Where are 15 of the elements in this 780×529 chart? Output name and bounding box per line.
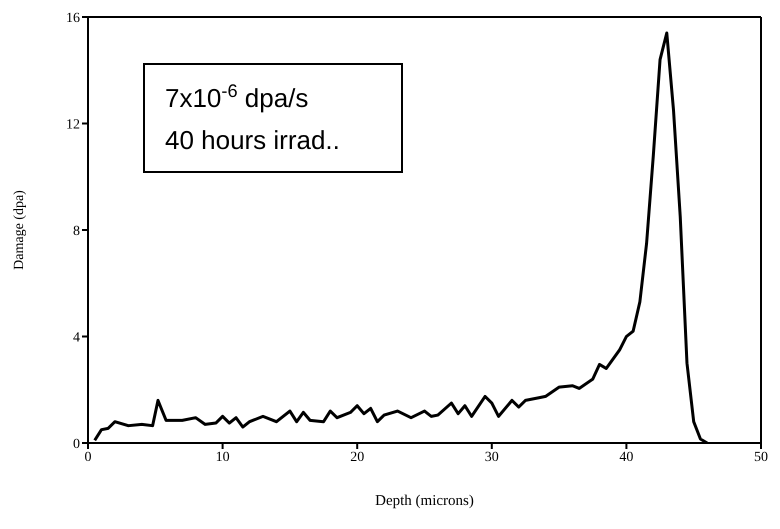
y-tick-label: 16 xyxy=(66,10,80,26)
x-tick-label: 40 xyxy=(619,450,634,465)
y-tick-label: 12 xyxy=(66,117,80,132)
x-tick-label: 0 xyxy=(84,450,92,465)
y-tick-label: 8 xyxy=(73,224,80,239)
y-tick-label: 4 xyxy=(73,330,80,346)
x-axis-title: Depth (microns) xyxy=(375,493,474,509)
y-axis-title: Damage (dpa) xyxy=(12,190,27,270)
annotation: 7x10$^{-6}$ dpa/s xyxy=(165,81,308,113)
annotation: 40 hours irrad.. xyxy=(165,125,340,155)
x-tick-label: 30 xyxy=(484,450,499,465)
x-tick-label: 50 xyxy=(754,450,768,465)
x-tick-label: 10 xyxy=(216,450,230,465)
x-tick-label: 20 xyxy=(350,450,364,465)
y-tick-label: 0 xyxy=(73,436,80,452)
